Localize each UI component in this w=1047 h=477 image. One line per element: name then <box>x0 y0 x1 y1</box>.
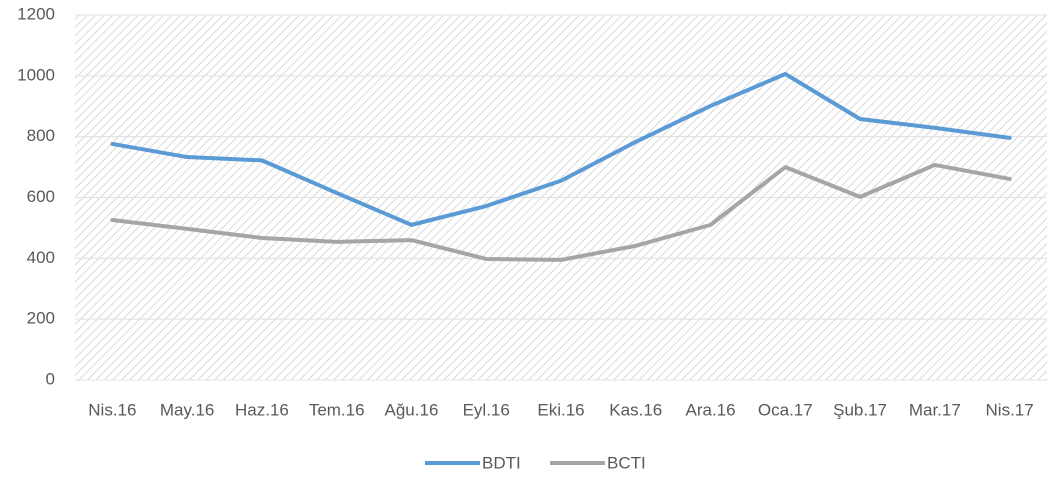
x-tick-label: Tem.16 <box>309 400 365 419</box>
x-tick-label: Nis.16 <box>88 400 136 419</box>
y-tick-label: 600 <box>27 187 55 206</box>
y-tick-label: 200 <box>27 309 55 328</box>
x-tick-label: Şub.17 <box>833 400 887 419</box>
x-tick-label: Ağu.16 <box>385 400 439 419</box>
y-tick-label: 1200 <box>17 4 55 23</box>
x-tick-label: Haz.16 <box>235 400 289 419</box>
y-tick-label: 0 <box>46 369 55 388</box>
x-tick-label: Kas.16 <box>609 400 662 419</box>
y-tick-label: 800 <box>27 126 55 145</box>
x-tick-label: Mar.17 <box>909 400 961 419</box>
x-tick-label: Oca.17 <box>758 400 813 419</box>
x-tick-label: Eki.16 <box>537 400 584 419</box>
legend-label: BCTI <box>607 453 646 472</box>
y-tick-label: 1000 <box>17 65 55 84</box>
x-tick-label: May.16 <box>160 400 215 419</box>
line-series <box>110 162 1012 262</box>
line-series <box>110 72 1012 227</box>
x-tick-label: Eyl.16 <box>463 400 510 419</box>
x-tick-label: Ara.16 <box>685 400 735 419</box>
legend-label: BDTI <box>482 453 521 472</box>
x-tick-label: Nis.17 <box>986 400 1034 419</box>
y-tick-label: 400 <box>27 248 55 267</box>
